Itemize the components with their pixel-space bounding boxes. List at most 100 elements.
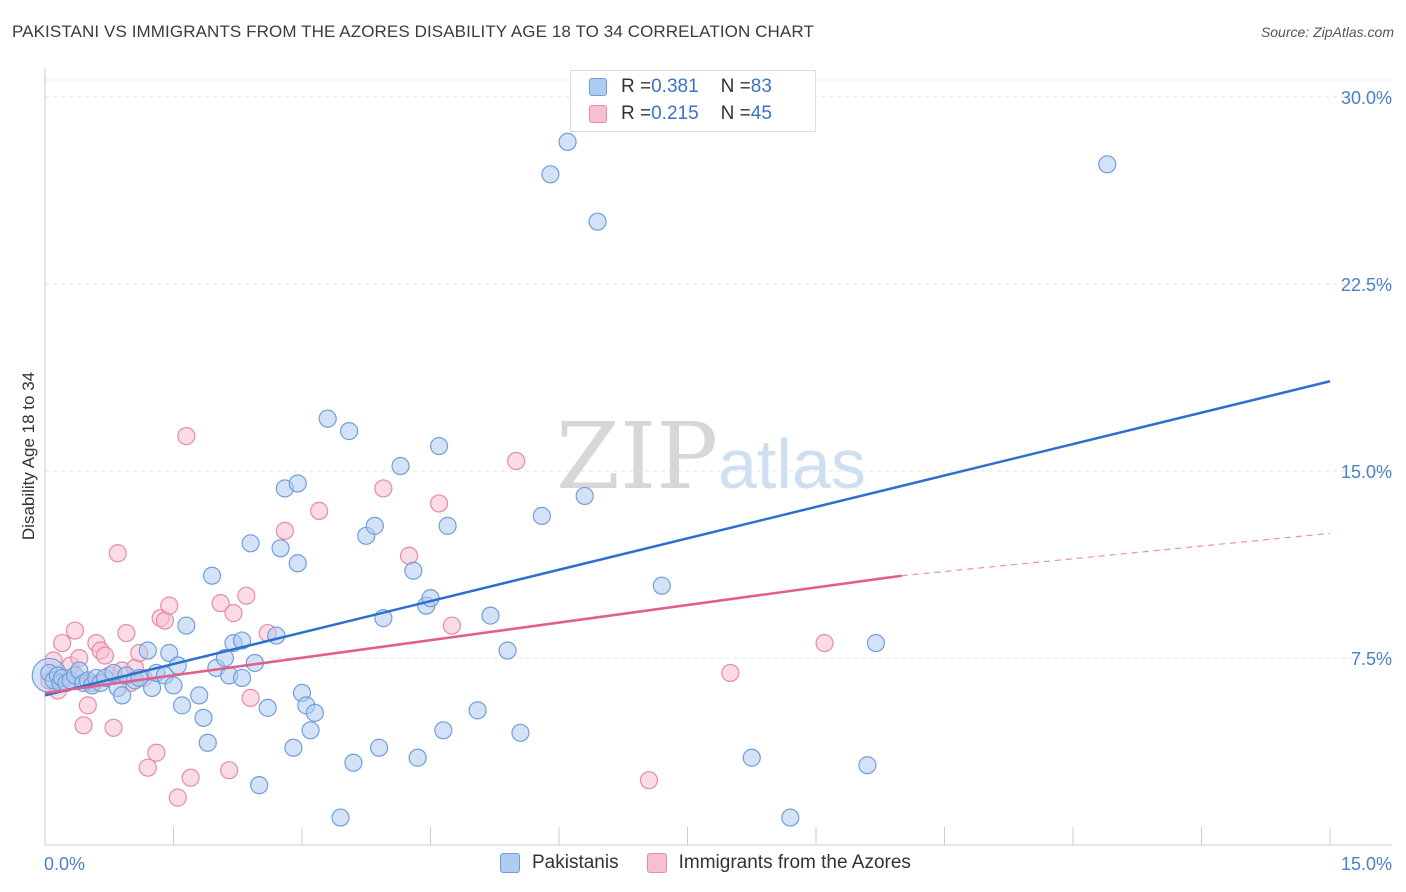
azores-point bbox=[399, 546, 419, 565]
watermark-atlas: atlas bbox=[718, 425, 866, 503]
azores-point bbox=[168, 788, 187, 807]
azores-point bbox=[177, 426, 196, 446]
pakistanis-point bbox=[558, 132, 577, 151]
pakistanis-point bbox=[429, 436, 449, 456]
azores-point bbox=[224, 604, 243, 623]
pakistanis-point bbox=[271, 539, 290, 558]
legend-n-value: 83 bbox=[750, 76, 772, 97]
azores-point bbox=[117, 623, 136, 643]
azores-point bbox=[721, 663, 740, 683]
legend-row-azores: R = 0.215 N = 45 bbox=[589, 102, 772, 126]
pakistanis-point bbox=[391, 456, 410, 476]
series-legend-label: Immigrants from the Azores bbox=[678, 852, 911, 873]
pakistanis-point bbox=[370, 738, 389, 757]
azores-point bbox=[442, 616, 462, 635]
series-legend-pakistanis[interactable]: Pakistanis bbox=[500, 852, 619, 874]
legend-r-label: R = bbox=[621, 76, 652, 97]
pakistanis-point bbox=[142, 678, 162, 698]
pakistanis-point bbox=[575, 486, 594, 506]
legend-n-label: N = bbox=[720, 76, 751, 97]
azores-point bbox=[74, 716, 93, 735]
pakistanis-point bbox=[541, 165, 560, 184]
trend-lines bbox=[44, 380, 1331, 697]
pakistanis-trend-line bbox=[44, 380, 1331, 697]
pakistanis-point bbox=[532, 506, 551, 525]
pakistanis-point bbox=[421, 589, 440, 608]
pakistanis-point bbox=[781, 808, 800, 827]
azores-point bbox=[237, 586, 256, 605]
pakistanis-point bbox=[318, 409, 337, 428]
azores-point bbox=[507, 451, 526, 471]
pakistanis-point bbox=[194, 708, 213, 727]
pakistanis-point bbox=[434, 721, 453, 740]
legend-r-value: 0.381 bbox=[651, 76, 699, 97]
series-legend-label: Pakistanis bbox=[532, 852, 619, 873]
y-tick-label: 22.5% bbox=[1341, 275, 1392, 295]
pakistanis-point bbox=[588, 212, 607, 231]
pakistanis-point bbox=[301, 721, 320, 740]
azores-point bbox=[95, 646, 115, 665]
pakistanis-points bbox=[31, 132, 1117, 827]
pakistanis-point bbox=[498, 641, 517, 660]
pakistanis-point bbox=[241, 534, 260, 553]
pakistanis-point bbox=[468, 701, 487, 720]
grid-lines bbox=[45, 79, 1392, 659]
pakistanis-point bbox=[652, 576, 671, 595]
pakistanis-point bbox=[344, 753, 363, 772]
source-credit: Source: ZipAtlas.com bbox=[1260, 24, 1394, 40]
pakistanis-point bbox=[288, 474, 307, 493]
azores-point bbox=[155, 611, 175, 630]
pakistanis-point bbox=[177, 616, 196, 635]
pakistanis-point bbox=[232, 668, 252, 688]
azores-point bbox=[815, 633, 834, 653]
y-tick-label: 30.0% bbox=[1341, 88, 1392, 108]
azores-point bbox=[639, 771, 659, 790]
legend-r-label: R = bbox=[621, 103, 652, 124]
azores-point bbox=[211, 594, 230, 613]
pakistanis-legend-swatch bbox=[500, 853, 520, 873]
pakistanis-point bbox=[858, 756, 877, 775]
azores-point bbox=[220, 761, 239, 780]
x-tick-label: 0.0% bbox=[44, 854, 85, 874]
azores-point bbox=[53, 633, 72, 653]
legend-n-label: N = bbox=[720, 103, 751, 124]
x-tick-label: 15.0% bbox=[1341, 854, 1392, 874]
pakistanis-point bbox=[438, 516, 457, 535]
pakistanis-point bbox=[481, 606, 500, 625]
tick-labels: 7.5% 15.0% 22.5% 30.0% 0.0% 15.0% bbox=[44, 88, 1392, 874]
pakistanis-point bbox=[190, 686, 209, 705]
pakistanis-point bbox=[1098, 155, 1117, 174]
y-tick-label: 15.0% bbox=[1341, 462, 1392, 482]
axes bbox=[44, 68, 1392, 846]
pakistanis-point bbox=[215, 648, 234, 668]
pakistanis-point bbox=[258, 698, 277, 717]
azores-swatch bbox=[589, 105, 607, 123]
pakistanis-point bbox=[288, 554, 307, 573]
azores-point bbox=[241, 688, 260, 707]
azores-trend-line bbox=[44, 574, 902, 695]
pakistanis-point bbox=[250, 776, 269, 795]
pakistanis-point bbox=[408, 748, 427, 767]
pakistanis-point bbox=[404, 561, 423, 580]
azores-point bbox=[65, 621, 85, 640]
pakistanis-point bbox=[164, 676, 183, 695]
y-tick-label: 7.5% bbox=[1351, 649, 1392, 669]
pakistanis-point bbox=[866, 633, 886, 653]
pakistanis-point bbox=[138, 641, 157, 660]
pakistanis-point bbox=[742, 748, 761, 767]
azores-legend-swatch bbox=[646, 853, 667, 873]
pakistanis-point bbox=[305, 703, 324, 722]
pakistanis-point bbox=[331, 808, 350, 827]
pakistanis-point bbox=[284, 738, 303, 757]
azores-point bbox=[78, 696, 97, 715]
series-legend-azores[interactable]: Immigrants from the Azores bbox=[646, 852, 911, 874]
pakistanis-point bbox=[160, 643, 179, 663]
azores-point bbox=[374, 479, 393, 498]
pakistanis-point bbox=[112, 686, 132, 705]
azores-trend-extension bbox=[901, 532, 1331, 577]
azores-point bbox=[138, 758, 157, 777]
legend-n-value: 45 bbox=[750, 103, 772, 124]
legend-row-pakistanis: R = 0.381 N = 83 bbox=[589, 75, 772, 99]
pakistanis-point bbox=[232, 631, 252, 650]
